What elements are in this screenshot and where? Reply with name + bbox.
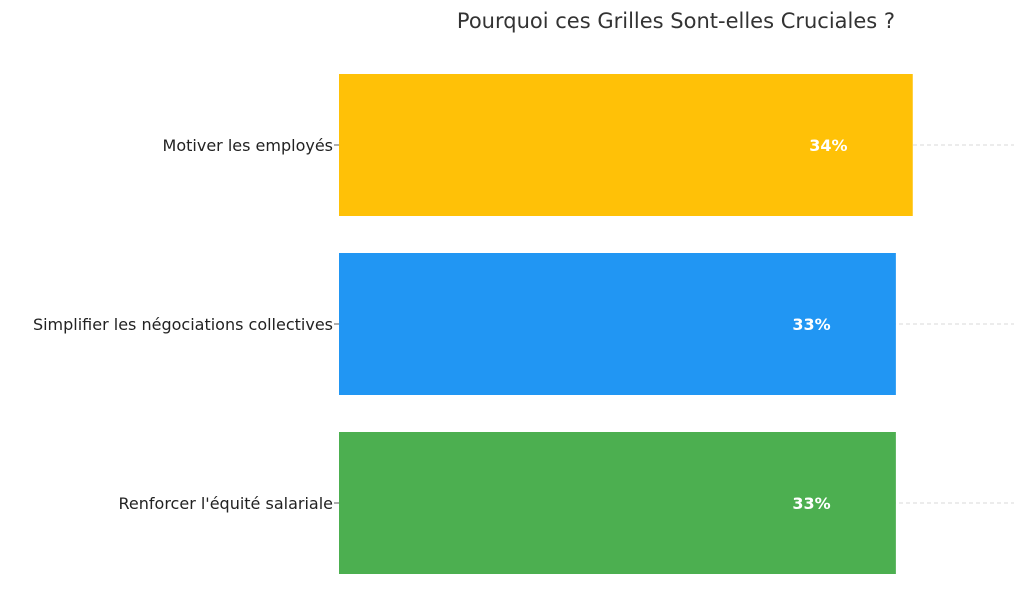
y-tick-label: Simplifier les négociations collectives bbox=[33, 315, 333, 334]
data-label: 34% bbox=[809, 136, 847, 155]
y-tick-label: Motiver les employés bbox=[163, 136, 333, 155]
bar bbox=[339, 432, 896, 574]
bar bbox=[339, 74, 913, 216]
data-label: 33% bbox=[792, 315, 830, 334]
chart-title: Pourquoi ces Grilles Sont-elles Cruciale… bbox=[457, 9, 895, 33]
bar bbox=[339, 253, 896, 395]
data-label: 33% bbox=[792, 494, 830, 513]
y-tick-label: Renforcer l'équité salariale bbox=[119, 494, 333, 513]
